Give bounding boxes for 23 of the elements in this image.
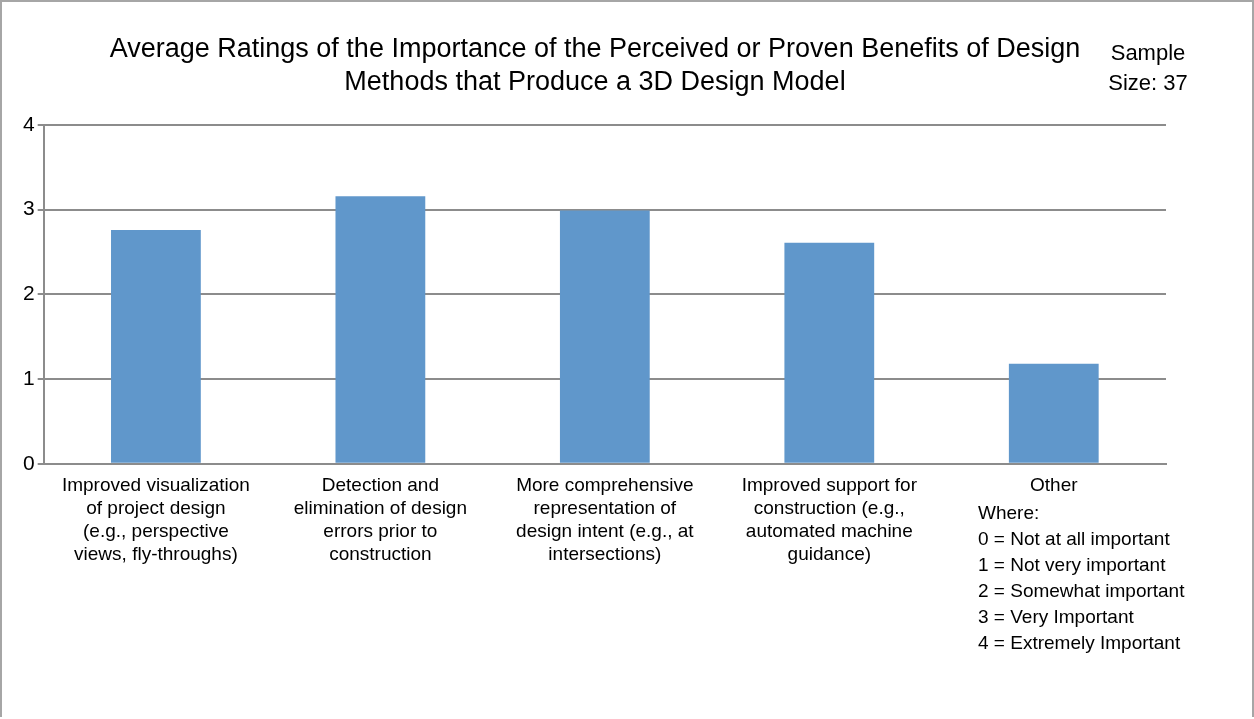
bar	[335, 196, 426, 463]
x-tick-label: Detection and elimination of design errors prior to construction	[293, 474, 467, 564]
y-tick-label: 0	[22, 450, 35, 474]
bar	[111, 230, 201, 463]
x-tick-label: Other	[1030, 474, 1079, 496]
text: 0 = Not at all important	[978, 527, 1171, 551]
x-tick-label: Improved support for construction (e.g., automated machine guidance)	[741, 474, 918, 564]
y-tick-label: 1	[22, 365, 35, 389]
text: Sample Size: 37	[1107, 39, 1189, 97]
x-tick-label: Improved visualization of project design (e.g., perspective views, fly-throughs)	[61, 474, 250, 564]
text: 3 = Very Important	[978, 605, 1135, 629]
bar	[784, 242, 875, 463]
text: 4 = Extremely Important	[978, 631, 1182, 655]
y-tick-label: 4	[22, 111, 35, 135]
chart-title: Average Ratings of the Importance of the Perceived or Proven Benefits of Design Methods that Produce a 3D Design Model	[108, 32, 1082, 98]
x-tick-label: More comprehensive representation of design intent (e.g., at intersections)	[516, 474, 695, 564]
bar	[559, 210, 650, 463]
y-tick-label: 2	[22, 281, 35, 305]
bar	[1008, 363, 1099, 463]
text: 1 = Not very important	[978, 553, 1167, 577]
y-tick-label: 3	[22, 196, 35, 220]
text: Where:	[978, 501, 1041, 525]
text: 2 = Somewhat important	[978, 579, 1185, 603]
